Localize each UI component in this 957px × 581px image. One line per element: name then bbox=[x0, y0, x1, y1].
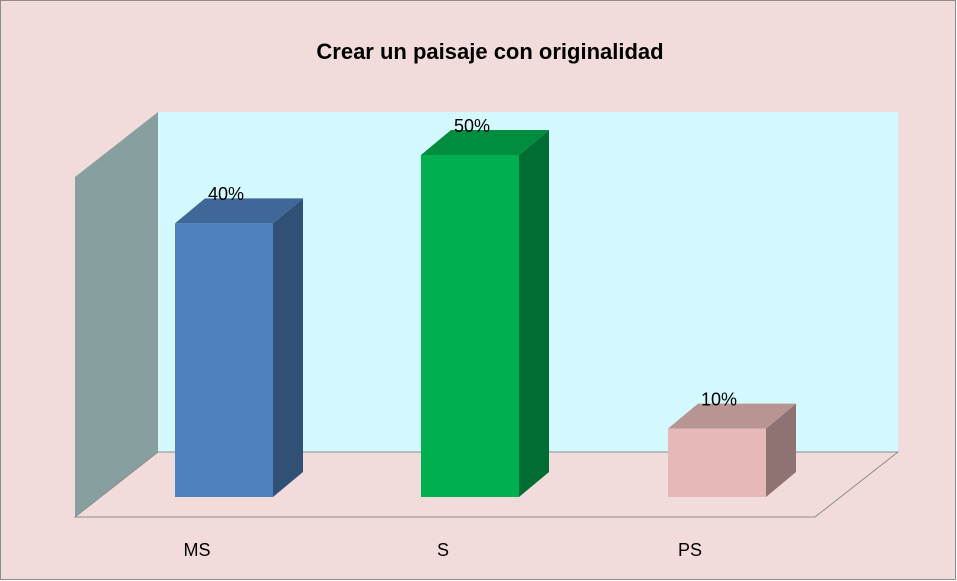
bar bbox=[175, 223, 273, 497]
x-tick-label: S bbox=[437, 540, 449, 560]
bar-top bbox=[175, 198, 303, 224]
bar bbox=[421, 155, 519, 497]
x-tick-label: PS bbox=[678, 540, 702, 560]
bar-top bbox=[421, 130, 549, 155]
chart-title: Crear un paisaje con originalidad bbox=[316, 39, 663, 64]
data-label: 50% bbox=[454, 116, 490, 136]
bar-top bbox=[668, 403, 796, 429]
bar-side bbox=[519, 130, 549, 497]
data-label: 10% bbox=[701, 389, 737, 409]
data-label: 40% bbox=[208, 184, 244, 204]
bar bbox=[668, 428, 766, 497]
side-wall bbox=[75, 112, 158, 517]
bar-side bbox=[766, 403, 796, 497]
x-tick-label: MS bbox=[184, 540, 211, 560]
bar-side bbox=[273, 198, 303, 497]
